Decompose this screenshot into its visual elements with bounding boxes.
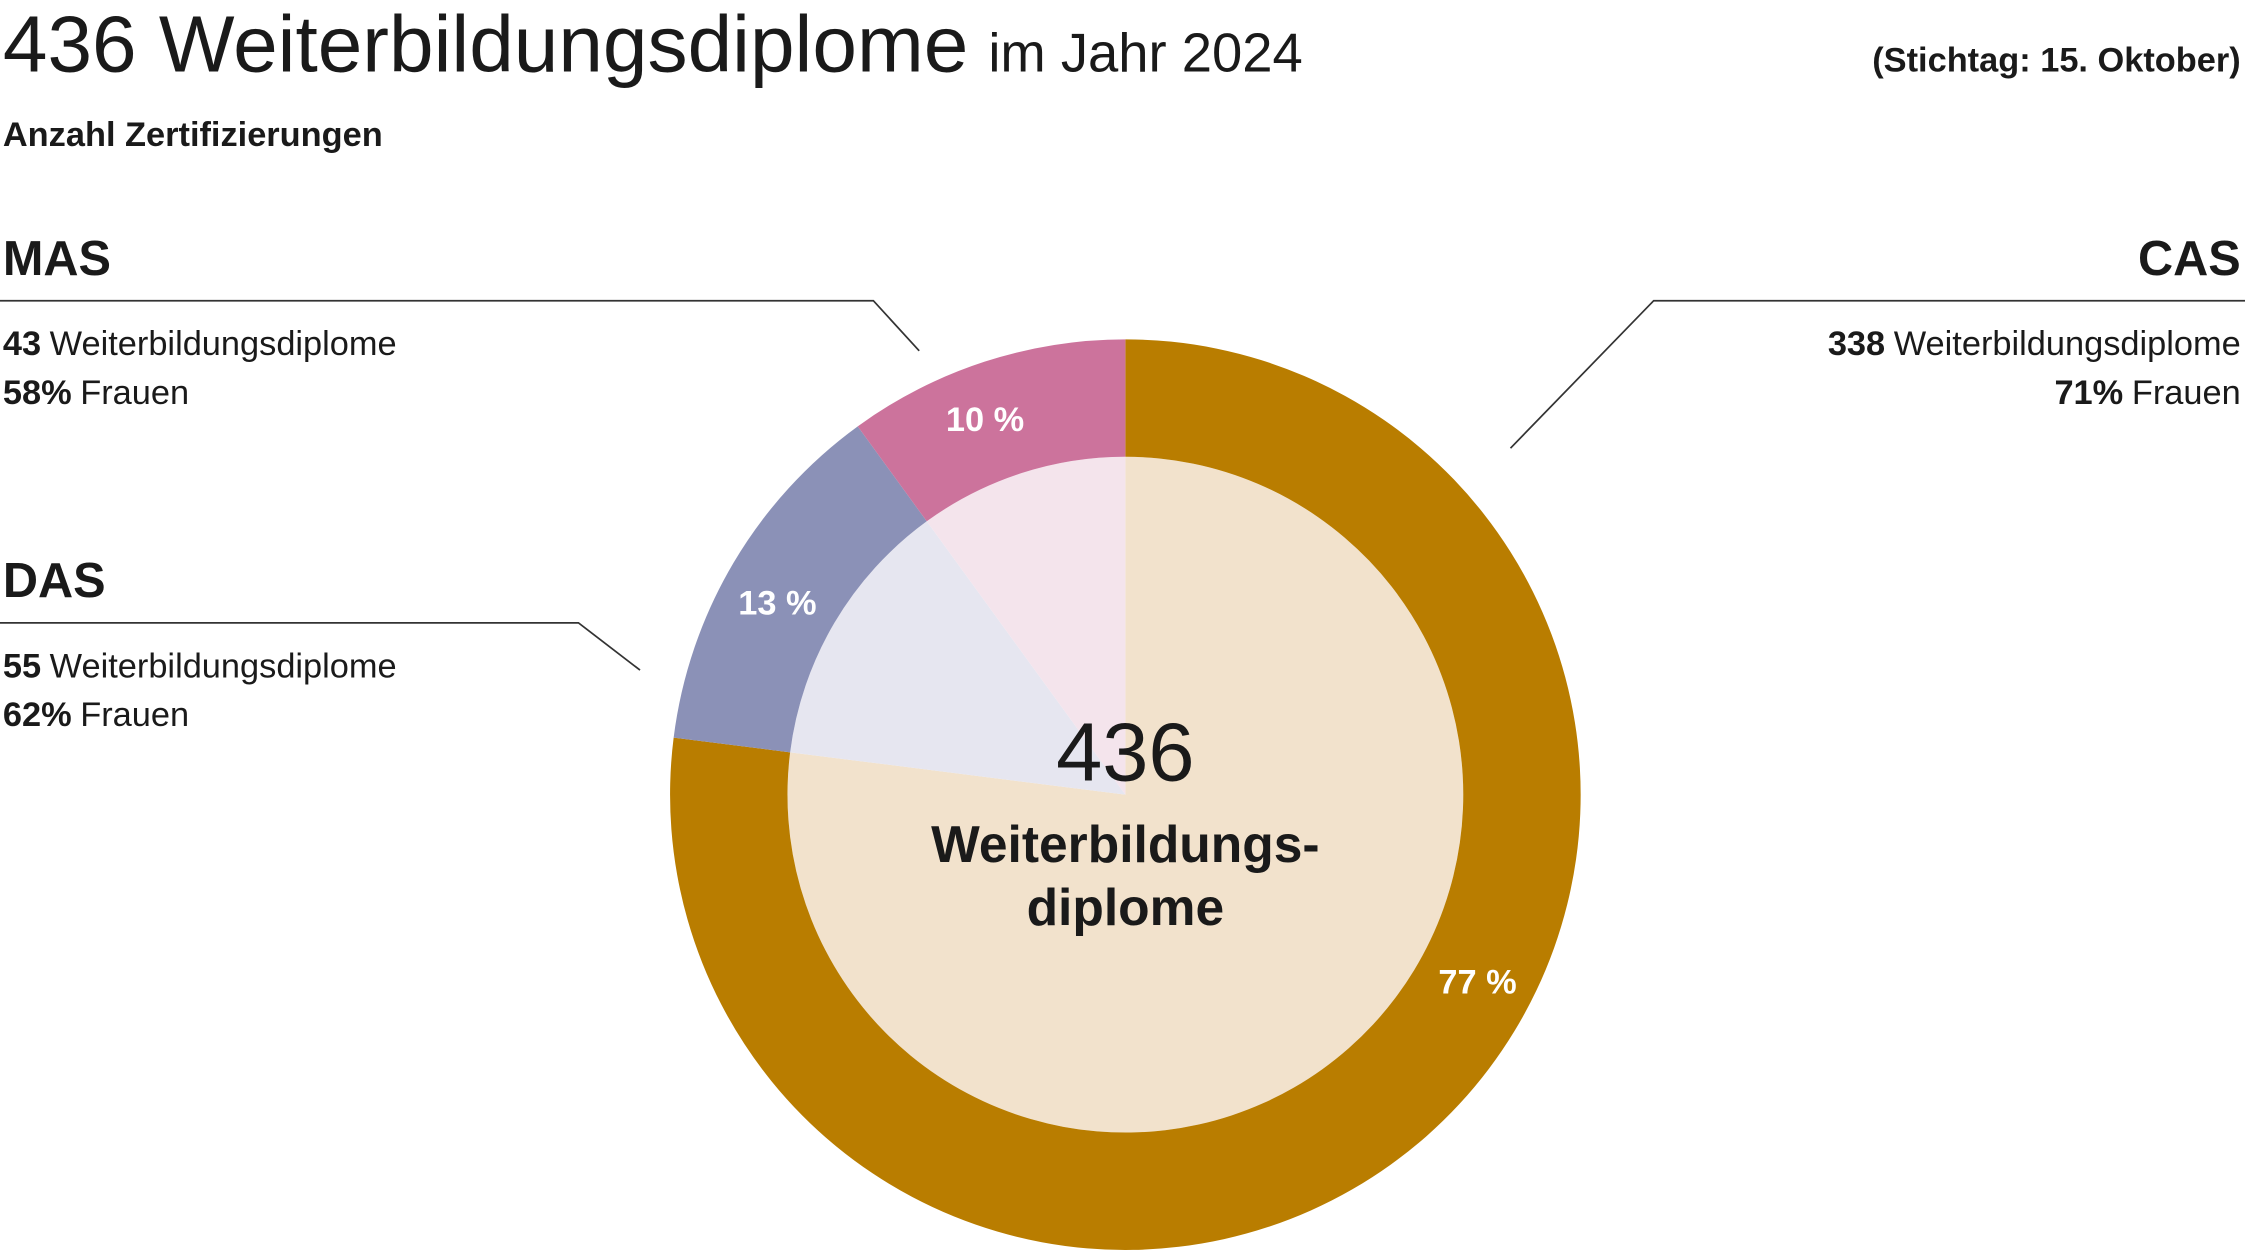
women-text: Frauen bbox=[80, 374, 189, 412]
women-text: Frauen bbox=[2132, 374, 2241, 412]
leader-line bbox=[1509, 299, 2245, 449]
leader-line bbox=[0, 621, 641, 671]
ring-segment bbox=[857, 339, 1126, 522]
count-line: 338 Weiterbildungsdiplome bbox=[1828, 325, 2241, 363]
count-text: Weiterbildungsdiplome bbox=[50, 325, 397, 363]
count: 43 bbox=[3, 325, 41, 363]
category-name: MAS bbox=[3, 232, 111, 286]
title-main: 436 Weiterbildungsdiplome bbox=[3, 0, 968, 89]
category-name: DAS bbox=[3, 554, 106, 608]
women-line: 71% Frauen bbox=[2054, 374, 2240, 412]
title-suffix: im Jahr 2024 bbox=[988, 23, 1302, 84]
women-share: 62% bbox=[3, 696, 72, 734]
callout-lines bbox=[0, 299, 2245, 671]
women-text: Frauen bbox=[80, 696, 189, 734]
inner-wedge bbox=[787, 456, 1464, 1133]
leader-line bbox=[0, 299, 920, 352]
count-line: 55 Weiterbildungsdiplome bbox=[3, 647, 397, 685]
women-share: 71% bbox=[2054, 374, 2123, 412]
count-line: 43 Weiterbildungsdiplome bbox=[3, 325, 397, 363]
inner-wedge bbox=[926, 456, 1126, 795]
note: (Stichtag: 15. Oktober) bbox=[1872, 42, 2240, 80]
women-line: 58% Frauen bbox=[3, 374, 189, 412]
inner-wedge bbox=[790, 521, 1126, 795]
category-name: CAS bbox=[2138, 232, 2241, 286]
center-label: diplome bbox=[1027, 878, 1225, 936]
count: 55 bbox=[3, 647, 41, 685]
chart-title: 436 Weiterbildungsdiplome im Jahr 2024 bbox=[3, 0, 1303, 89]
subtitle: Anzahl Zertifizierungen bbox=[3, 116, 383, 154]
center-label: Weiterbildungs- bbox=[931, 815, 1319, 873]
count-text: Weiterbildungsdiplome bbox=[1894, 325, 2241, 363]
count: 338 bbox=[1828, 325, 1885, 363]
ring-segment bbox=[673, 426, 927, 753]
women-share: 58% bbox=[3, 374, 72, 412]
center-value: 436 bbox=[1056, 705, 1195, 798]
value-label: 77 % bbox=[1438, 964, 1516, 1002]
value-label: 13 % bbox=[738, 584, 816, 622]
value-label: 10 % bbox=[946, 401, 1024, 439]
count-text: Weiterbildungsdiplome bbox=[50, 647, 397, 685]
women-line: 62% Frauen bbox=[3, 696, 189, 734]
